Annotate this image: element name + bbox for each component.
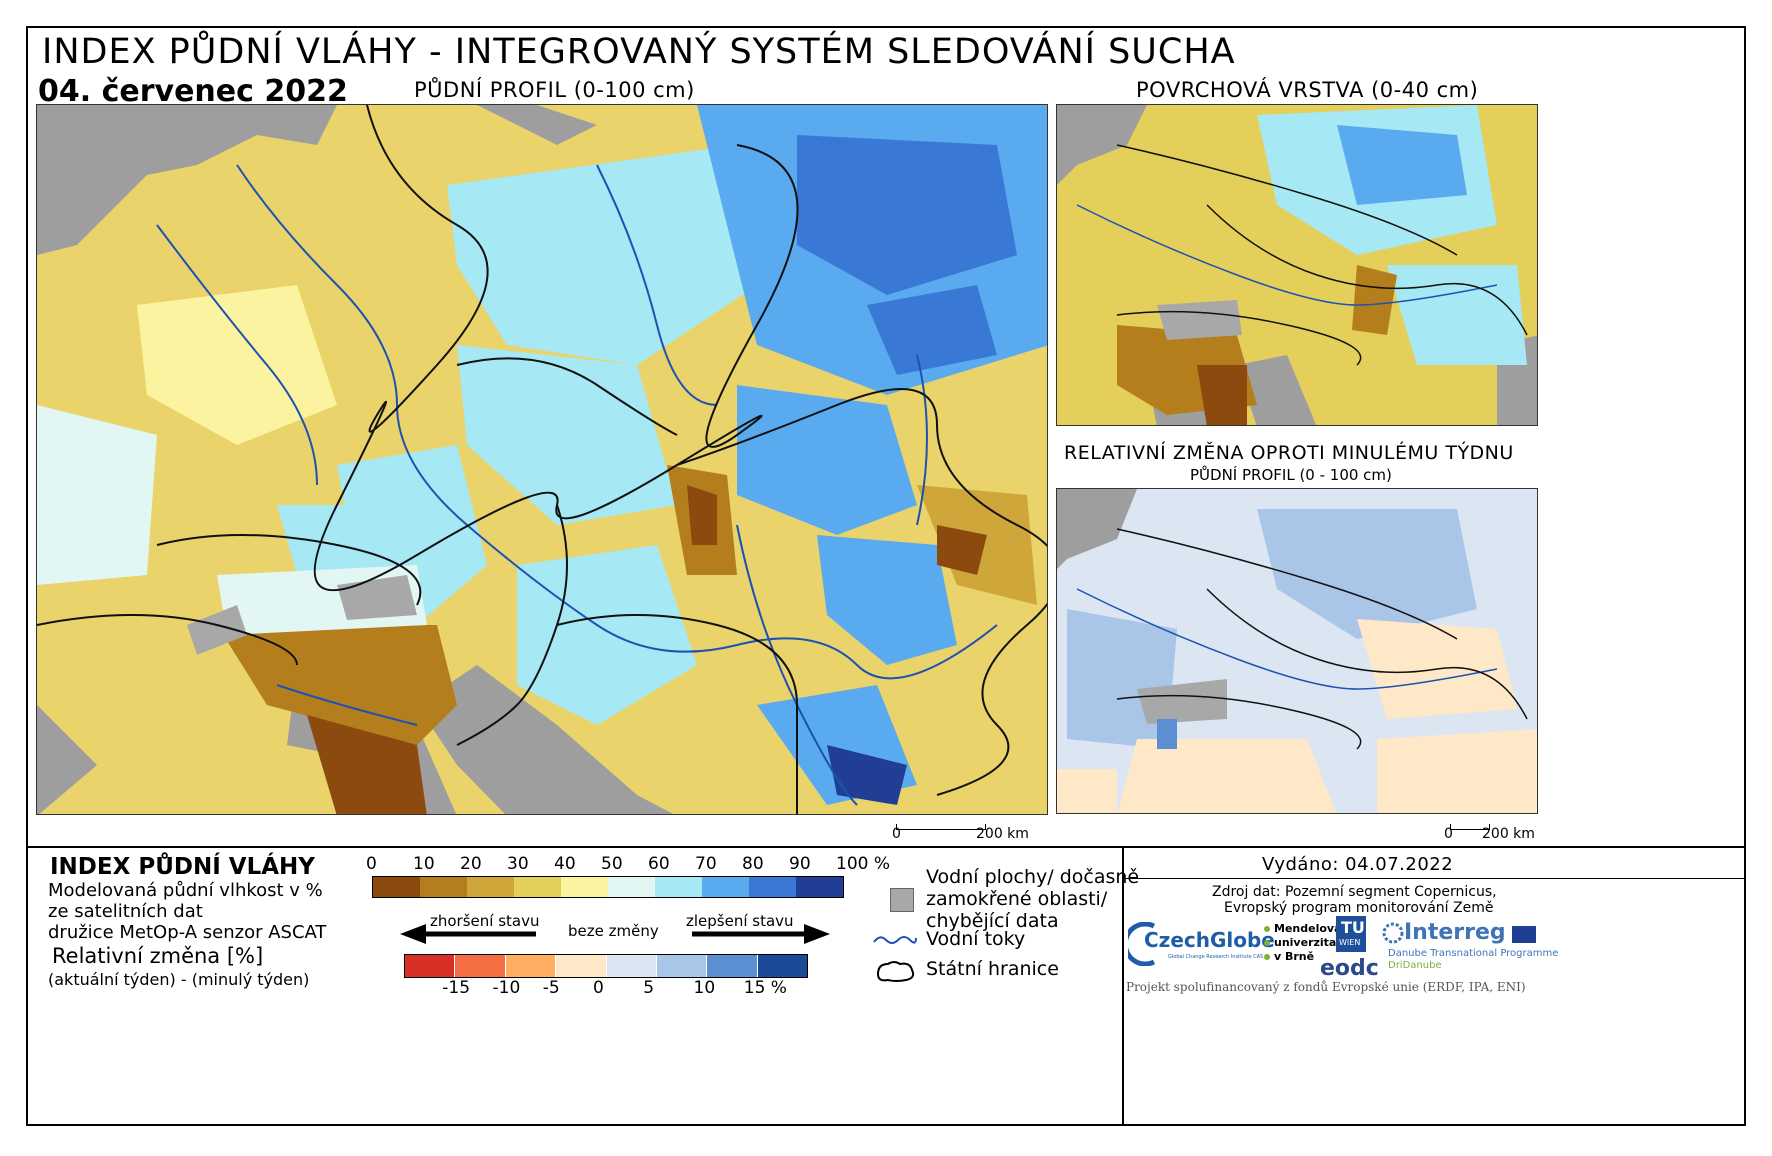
arrow-right-label: zlepšení stavu bbox=[686, 912, 794, 930]
legend-title: INDEX PŮDNÍ VLÁHY bbox=[50, 854, 315, 880]
water-areas-label-3: chybějící data bbox=[926, 910, 1059, 932]
moisture-color-scale bbox=[372, 876, 844, 898]
change-swatch bbox=[505, 955, 557, 977]
issued-date: Vydáno: 04.07.2022 bbox=[1262, 854, 1454, 875]
river-symbol bbox=[873, 936, 917, 944]
change-legend-title: Relativní změna [%] bbox=[52, 944, 264, 968]
change-swatch bbox=[656, 955, 708, 977]
tuwien-logo: TU WIEN bbox=[1336, 916, 1366, 952]
source-line-2: Evropský program monitorování Země bbox=[1224, 900, 1494, 916]
rivers-label: Vodní toky bbox=[926, 928, 1026, 950]
moisture-tick-label: 20 bbox=[460, 854, 482, 874]
moisture-tick-label: 60 bbox=[648, 854, 670, 874]
change-swatch bbox=[707, 955, 758, 977]
legend-desc-3: družice MetOp-A senzor ASCAT bbox=[48, 922, 327, 943]
legend-divider bbox=[28, 846, 1744, 848]
moisture-swatch bbox=[796, 877, 843, 897]
water-areas-label-2: zamokřené oblasti/ bbox=[926, 888, 1108, 910]
moisture-swatch bbox=[561, 877, 608, 897]
change-tick-label: -5 bbox=[542, 978, 560, 998]
eodc-logo: eodc bbox=[1320, 956, 1379, 981]
change-map-sublabel: PŮDNÍ PROFIL (0 - 100 cm) bbox=[1190, 466, 1392, 484]
borders-label: Státní hranice bbox=[926, 958, 1059, 980]
main-map-label: PŮDNÍ PROFIL (0-100 cm) bbox=[414, 78, 695, 102]
change-legend-desc: (aktuální týden) - (minulý týden) bbox=[48, 970, 310, 989]
moisture-tick-label: 80 bbox=[742, 854, 764, 874]
change-tick-label: 10 bbox=[693, 978, 716, 998]
moisture-tick-label: 90 bbox=[789, 854, 811, 874]
czechglobe-logo: CzechGlobe Global Change Research Instit… bbox=[1128, 920, 1275, 970]
main-scalebar bbox=[896, 818, 986, 830]
moisture-swatch bbox=[467, 877, 514, 897]
issued-divider bbox=[1124, 878, 1746, 879]
change-tick-label: -15 bbox=[442, 978, 471, 998]
moisture-swatch bbox=[373, 877, 420, 897]
poster-frame: INDEX PŮDNÍ VLÁHY - INTEGROVANÝ SYSTÉM S… bbox=[26, 26, 1746, 1126]
surface-map-label: POVRCHOVÁ VRSTVA (0-40 cm) bbox=[1136, 78, 1479, 102]
legend-desc-2: ze satelitních dat bbox=[48, 901, 203, 922]
moisture-tick-label: 0 bbox=[366, 854, 377, 874]
moisture-tick-label: 100 % bbox=[836, 854, 891, 874]
change-swatch bbox=[556, 955, 607, 977]
moisture-swatch bbox=[514, 877, 561, 897]
weekly-change-map bbox=[1056, 488, 1538, 814]
moisture-tick-label: 30 bbox=[507, 854, 529, 874]
main-soil-moisture-map bbox=[36, 104, 1048, 815]
moisture-swatch bbox=[702, 877, 749, 897]
small-scalebar-end: 200 km bbox=[1482, 826, 1535, 842]
moisture-swatch bbox=[749, 877, 796, 897]
change-color-scale bbox=[404, 954, 808, 978]
moisture-swatch bbox=[655, 877, 702, 897]
small-scalebar bbox=[1450, 818, 1490, 830]
change-tick-label: 5 bbox=[643, 978, 655, 998]
moisture-tick-label: 10 bbox=[413, 854, 435, 874]
change-swatch bbox=[757, 955, 807, 977]
change-swatch bbox=[606, 955, 657, 977]
footer-divider bbox=[1122, 846, 1124, 1126]
moisture-swatch bbox=[420, 877, 467, 897]
change-arrows bbox=[400, 924, 830, 944]
mendelu-logo: Mendelova univerzita v Brně bbox=[1264, 922, 1342, 978]
change-swatch bbox=[405, 955, 456, 977]
moisture-tick-label: 40 bbox=[554, 854, 576, 874]
change-swatch bbox=[455, 955, 506, 977]
moisture-swatch bbox=[608, 877, 655, 897]
main-scalebar-end: 200 km bbox=[976, 826, 1029, 842]
moisture-tick-label: 50 bbox=[601, 854, 623, 874]
legend-desc-1: Modelovaná půdní vlhkost v % bbox=[48, 880, 323, 901]
change-tick-label: 15 % bbox=[743, 978, 787, 998]
report-date: 04. červenec 2022 bbox=[38, 74, 348, 109]
moisture-tick-label: 70 bbox=[695, 854, 717, 874]
surface-layer-map bbox=[1056, 104, 1538, 426]
change-map-label: RELATIVNÍ ZMĚNA OPROTI MINULÉMU TÝDNU bbox=[1064, 442, 1514, 464]
arrow-mid-label: beze změny bbox=[568, 922, 659, 940]
border-symbol bbox=[876, 961, 915, 982]
source-line-1: Zdroj dat: Pozemní segment Copernicus, bbox=[1212, 884, 1497, 900]
change-tick-label: 0 bbox=[593, 978, 604, 998]
page-title: INDEX PŮDNÍ VLÁHY - INTEGROVANÝ SYSTÉM S… bbox=[42, 32, 1236, 72]
funding-note: Projekt spolufinancovaný z fondů Evropsk… bbox=[1126, 980, 1526, 994]
arrow-left-label: zhoršení stavu bbox=[430, 912, 540, 930]
main-scalebar-zero: 0 bbox=[892, 826, 901, 842]
change-tick-label: -10 bbox=[492, 978, 521, 998]
gray-area-swatch bbox=[890, 888, 914, 912]
water-areas-label-1: Vodní plochy/ dočasně bbox=[926, 866, 1140, 888]
small-scalebar-zero: 0 bbox=[1444, 826, 1453, 842]
interreg-logo: Interreg Danube Transnational Programme … bbox=[1380, 918, 1558, 978]
